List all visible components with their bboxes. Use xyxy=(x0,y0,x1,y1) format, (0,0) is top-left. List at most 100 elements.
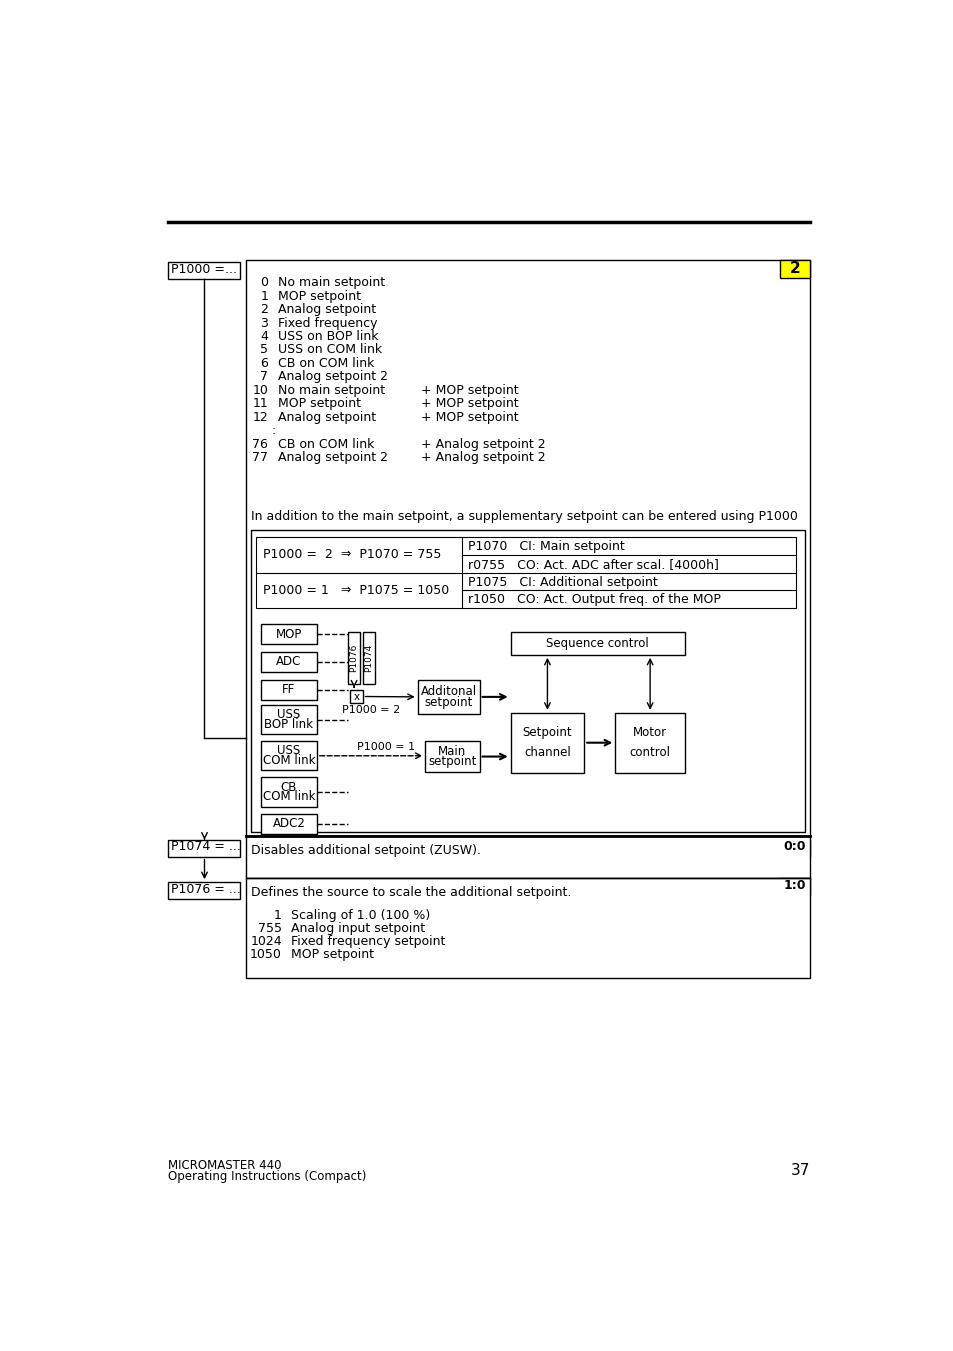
Text: BOP link: BOP link xyxy=(264,717,314,731)
Bar xyxy=(245,259,809,836)
Text: USS on BOP link: USS on BOP link xyxy=(278,330,378,343)
Text: P1000 = 1   ⇒  P1075 = 1050: P1000 = 1 ⇒ P1075 = 1050 xyxy=(262,584,449,597)
Text: 12: 12 xyxy=(252,411,268,424)
Bar xyxy=(168,262,240,280)
Text: Main: Main xyxy=(438,744,466,758)
Text: 11: 11 xyxy=(252,397,268,411)
Text: + MOP setpoint: + MOP setpoint xyxy=(421,384,518,397)
Text: Disables additional setpoint (ZUSW).: Disables additional setpoint (ZUSW). xyxy=(251,843,480,857)
Text: + MOP setpoint: + MOP setpoint xyxy=(421,411,518,424)
Bar xyxy=(261,813,316,834)
Text: Scaling of 1.0 (100 %): Scaling of 1.0 (100 %) xyxy=(291,909,430,921)
Text: CB on COM link: CB on COM link xyxy=(278,438,375,451)
Text: 6: 6 xyxy=(260,357,268,370)
Bar xyxy=(510,713,583,773)
Text: + Analog setpoint 2: + Analog setpoint 2 xyxy=(421,451,545,465)
Bar xyxy=(348,632,360,684)
Text: P1000 = 2: P1000 = 2 xyxy=(342,705,400,715)
Bar xyxy=(256,538,795,608)
Text: No main setpoint: No main setpoint xyxy=(278,384,385,397)
Bar xyxy=(425,742,479,771)
Text: Sequence control: Sequence control xyxy=(546,636,648,650)
Text: P1070   CI: Main setpoint: P1070 CI: Main setpoint xyxy=(468,540,624,553)
Bar xyxy=(245,836,809,878)
Text: setpoint: setpoint xyxy=(428,755,476,769)
Text: USS: USS xyxy=(277,708,300,721)
Bar xyxy=(615,713,684,773)
Bar xyxy=(168,840,240,857)
Bar xyxy=(261,705,316,734)
Text: P1076: P1076 xyxy=(349,644,358,673)
Text: Analog setpoint: Analog setpoint xyxy=(278,411,375,424)
Bar xyxy=(780,259,809,278)
Bar xyxy=(417,680,479,715)
Text: 1050: 1050 xyxy=(250,948,282,962)
Text: 1: 1 xyxy=(274,909,282,921)
Text: USS: USS xyxy=(277,744,300,758)
Text: Analog setpoint 2: Analog setpoint 2 xyxy=(278,370,388,384)
Text: Fixed frequency setpoint: Fixed frequency setpoint xyxy=(291,935,445,948)
Text: P1074: P1074 xyxy=(364,644,373,673)
Text: 1: 1 xyxy=(260,289,268,303)
Text: Defines the source to scale the additional setpoint.: Defines the source to scale the addition… xyxy=(251,886,571,898)
Text: CB on COM link: CB on COM link xyxy=(278,357,375,370)
Text: + Analog setpoint 2: + Analog setpoint 2 xyxy=(421,438,545,451)
Text: 755: 755 xyxy=(257,923,282,935)
Text: 76: 76 xyxy=(252,438,268,451)
Text: In addition to the main setpoint, a supplementary setpoint can be entered using : In addition to the main setpoint, a supp… xyxy=(251,511,797,523)
Bar xyxy=(251,530,804,832)
Text: Analog setpoint: Analog setpoint xyxy=(278,303,375,316)
Text: 2: 2 xyxy=(260,303,268,316)
Bar xyxy=(350,690,362,703)
Text: 5: 5 xyxy=(260,343,268,357)
Text: Operating Instructions (Compact): Operating Instructions (Compact) xyxy=(168,1170,366,1183)
Text: r1050   CO: Act. Output freq. of the MOP: r1050 CO: Act. Output freq. of the MOP xyxy=(468,593,720,607)
Text: 4: 4 xyxy=(260,330,268,343)
Text: CB: CB xyxy=(280,781,296,793)
Text: Additonal: Additonal xyxy=(420,685,476,697)
Bar xyxy=(510,632,684,655)
Text: MICROMASTER 440: MICROMASTER 440 xyxy=(168,1159,281,1173)
Text: P1076 = ...: P1076 = ... xyxy=(171,882,241,896)
Text: MOP setpoint: MOP setpoint xyxy=(278,397,361,411)
Text: P1000 =...: P1000 =... xyxy=(171,263,237,276)
Text: ADC: ADC xyxy=(276,655,301,669)
Text: Fixed frequency: Fixed frequency xyxy=(278,316,377,330)
Text: MOP: MOP xyxy=(275,628,302,640)
Bar xyxy=(245,878,809,978)
Text: 3: 3 xyxy=(260,316,268,330)
Text: :: : xyxy=(271,424,275,438)
Text: 1024: 1024 xyxy=(250,935,282,948)
Text: Setpoint: Setpoint xyxy=(522,727,572,739)
Bar xyxy=(780,840,809,857)
Text: No main setpoint: No main setpoint xyxy=(278,276,385,289)
Bar xyxy=(780,878,809,896)
Text: 77: 77 xyxy=(252,451,268,465)
Text: 0: 0 xyxy=(260,276,268,289)
Text: Analog input setpoint: Analog input setpoint xyxy=(291,923,425,935)
Text: 10: 10 xyxy=(252,384,268,397)
Text: COM link: COM link xyxy=(262,790,314,804)
Text: P1074 = ...: P1074 = ... xyxy=(171,840,241,854)
Bar xyxy=(168,882,240,898)
Bar xyxy=(261,742,316,770)
Text: + MOP setpoint: + MOP setpoint xyxy=(421,397,518,411)
Bar xyxy=(261,777,316,807)
Text: Motor: Motor xyxy=(633,727,666,739)
Bar xyxy=(362,632,375,684)
Text: P1000 =  2  ⇒  P1070 = 755: P1000 = 2 ⇒ P1070 = 755 xyxy=(262,549,440,561)
Text: ADC2: ADC2 xyxy=(273,817,305,830)
Text: 0:0: 0:0 xyxy=(783,840,805,854)
Text: control: control xyxy=(629,746,670,759)
Text: x: x xyxy=(353,692,359,701)
Text: MOP setpoint: MOP setpoint xyxy=(291,948,374,962)
Text: r0755   CO: Act. ADC after scal. [4000h]: r0755 CO: Act. ADC after scal. [4000h] xyxy=(468,558,719,571)
Text: 1:0: 1:0 xyxy=(783,880,805,892)
Text: channel: channel xyxy=(523,746,570,759)
Text: 7: 7 xyxy=(260,370,268,384)
Bar xyxy=(261,680,316,700)
Bar xyxy=(261,624,316,644)
Text: 37: 37 xyxy=(790,1163,809,1178)
Text: COM link: COM link xyxy=(262,754,314,767)
Text: MOP setpoint: MOP setpoint xyxy=(278,289,361,303)
